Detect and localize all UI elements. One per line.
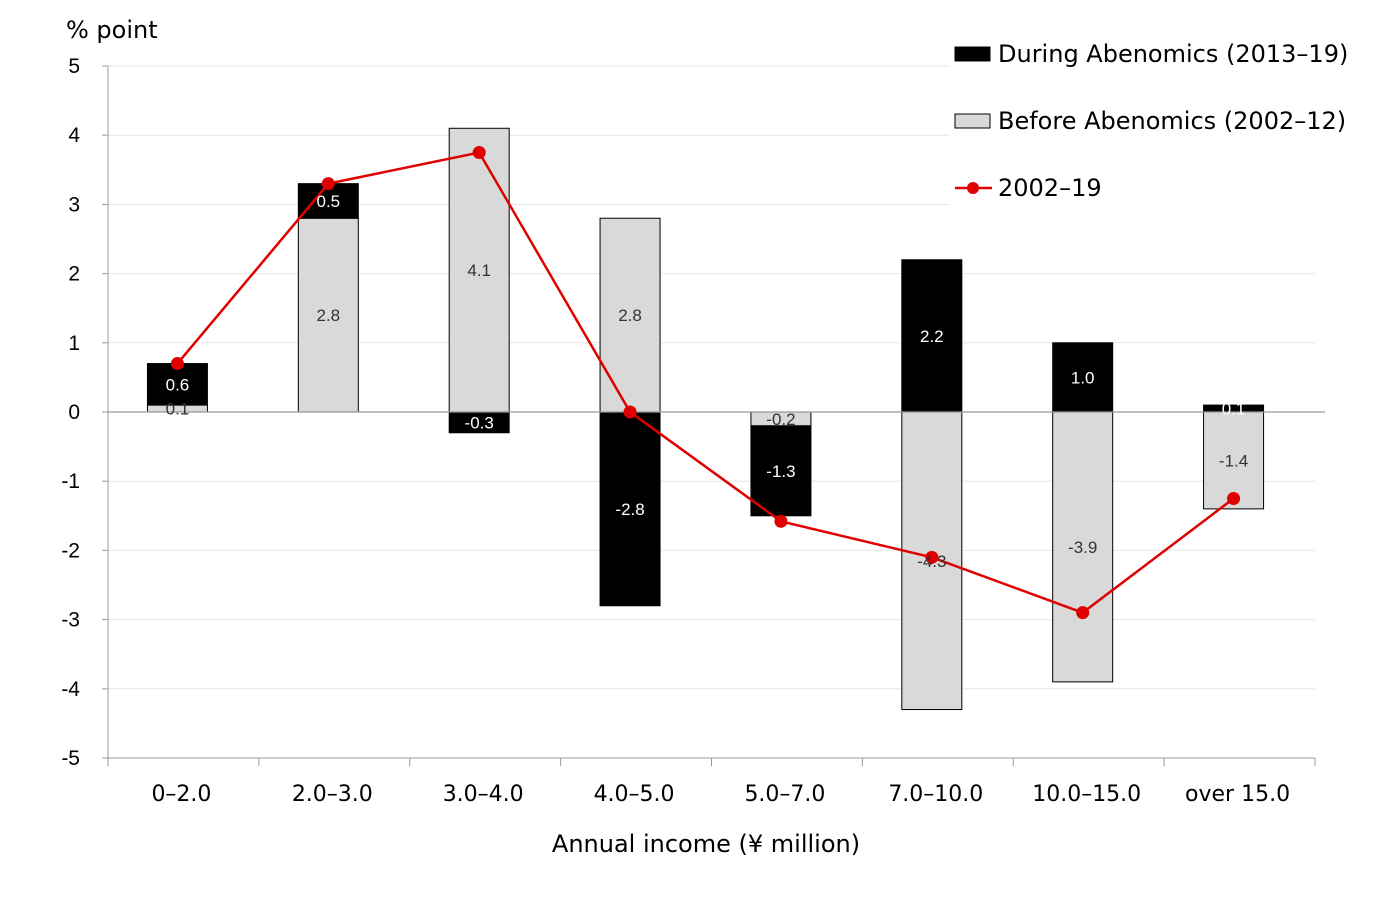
x-category-label: 3.0–4.0	[443, 782, 524, 807]
data-label-during: 1.0	[1071, 368, 1095, 387]
y-axis-title: % point	[66, 16, 158, 44]
data-label-during: -2.8	[615, 500, 644, 519]
data-label-during: 2.2	[920, 327, 944, 346]
total-point	[170, 357, 184, 371]
y-tick-label: 4	[68, 124, 80, 147]
legend-label-total: 2002–19	[998, 174, 1102, 202]
x-category-label: 4.0–5.0	[594, 782, 675, 807]
y-tick-label: 5	[68, 55, 80, 78]
data-label-during: -0.3	[465, 413, 494, 432]
legend-swatch-before	[954, 113, 991, 129]
data-label-before: 0.1	[166, 400, 190, 419]
data-label-before: 4.1	[467, 261, 491, 280]
total-point	[472, 146, 486, 159]
total-point	[321, 177, 335, 191]
legend-background	[950, 30, 1370, 210]
y-tick-label: 2	[68, 263, 80, 286]
x-category-label: 0–2.0	[151, 782, 211, 807]
legend-label-during: During Abenomics (2013–19)	[998, 40, 1348, 68]
y-tick-label: -3	[61, 609, 80, 632]
total-point	[1076, 606, 1090, 620]
y-tick-label: -4	[61, 678, 80, 701]
x-axis-ticks: 0–2.0 2.0–3.0 3.0–4.0 4.0–5.0 5.0–7.0 7.0–10.…	[107, 758, 1316, 807]
data-label-during: 0.1	[1222, 400, 1246, 419]
legend-label-before: Before Abenomics (2002–12)	[998, 107, 1346, 135]
data-label-before: -1.4	[1219, 451, 1248, 470]
total-line	[176, 151, 1235, 615]
total-point	[925, 550, 939, 564]
y-axis-ticks: 5 4 3 2 1 0 -1 -2 -3 -4 -5	[61, 55, 108, 770]
data-label-before: -4.3	[917, 552, 946, 571]
y-tick-label: -2	[61, 539, 80, 562]
bars	[146, 127, 1265, 711]
legend: During Abenomics (2013–19) Before Abenom…	[950, 30, 1370, 210]
total-point	[1227, 492, 1241, 505]
bar-during	[599, 411, 661, 607]
data-label-before: -0.2	[766, 410, 795, 429]
data-label-before: 2.8	[618, 306, 642, 325]
data-label-before: -3.9	[1068, 538, 1097, 557]
data-label-during: 0.6	[166, 375, 190, 394]
bar-before	[1052, 411, 1114, 683]
bar-during	[146, 363, 208, 406]
total-series-line	[170, 146, 1241, 620]
y-tick-label: -1	[61, 470, 80, 493]
total-point	[774, 514, 788, 528]
data-label-before: 2.8	[316, 306, 340, 325]
total-point	[623, 405, 637, 419]
x-category-label: 2.0–3.0	[292, 782, 373, 807]
legend-marker-total	[967, 182, 979, 194]
y-tick-label: 1	[68, 332, 80, 355]
bar-during	[750, 425, 812, 517]
legend-swatch-during	[954, 46, 991, 62]
bar-during	[901, 259, 963, 413]
x-category-label: 10.0–15.0	[1032, 782, 1141, 807]
y-tick-label: -5	[61, 747, 80, 770]
data-labels: 0.1 0.6 2.8 0.5 4.1 -0.3 2.8 -2.8 -0.2 -1.3 -4.3 2.…	[166, 192, 1249, 571]
x-category-label: over 15.0	[1185, 782, 1290, 807]
data-label-during: 0.5	[316, 192, 340, 211]
y-tick-label: 0	[68, 401, 80, 424]
x-axis-title: Annual income (¥ million)	[552, 830, 860, 858]
x-category-label: 5.0–7.0	[744, 782, 825, 807]
y-tick-label: 3	[68, 193, 80, 216]
x-category-label: 7.0–10.0	[888, 782, 983, 807]
bar-during	[1052, 342, 1114, 413]
data-label-during: -1.3	[766, 462, 795, 481]
